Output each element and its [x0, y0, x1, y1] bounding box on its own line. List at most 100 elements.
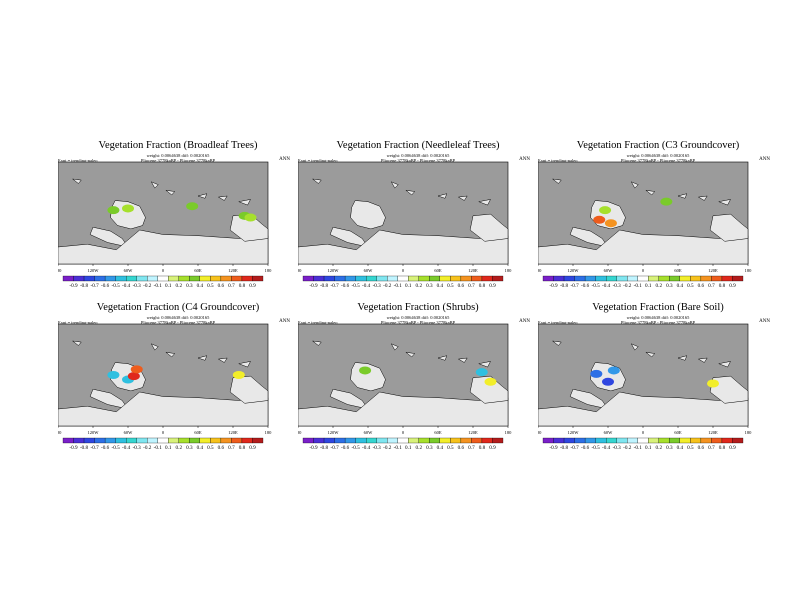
land-mass	[717, 361, 731, 368]
colorbar-swatch	[721, 437, 733, 444]
land-mass	[469, 213, 509, 242]
colorbar-swatch	[376, 437, 388, 444]
colorbar-swatch	[418, 275, 430, 282]
colorbar-swatch	[252, 275, 264, 282]
land-mass	[405, 351, 416, 358]
land-mass	[237, 199, 251, 206]
land-mass	[405, 189, 416, 196]
land-mass	[71, 340, 82, 346]
colorbar-label: 0.1	[405, 445, 412, 451]
colorbar-swatch	[397, 437, 409, 444]
colorbar-label: -0.7	[330, 283, 339, 289]
chart-subtitle: Pliocene 3778kaBP - Pliocene 3778kaBP	[140, 320, 216, 325]
colorbar-swatch	[679, 275, 691, 282]
colorbar-swatch	[658, 437, 670, 444]
colorbar-label: 0.1	[405, 283, 412, 289]
colorbar-label: 0.8	[479, 445, 486, 451]
colorbar-swatch	[344, 437, 356, 444]
map-plot: 180120W60W060E120E18080N40N040S80S-0.9-0…	[538, 161, 753, 289]
colorbar-label: -0.5	[592, 283, 601, 289]
colorbar-swatch	[429, 275, 440, 282]
colorbar-label: 0.7	[228, 283, 235, 289]
colorbar-label: 0.3	[666, 445, 673, 451]
colorbar-label: 0.5	[207, 445, 214, 451]
land-mass	[237, 361, 251, 368]
land-mass	[229, 375, 269, 404]
x-tick-label: 180	[745, 268, 753, 273]
colorbar-swatch	[252, 437, 264, 444]
colorbar-swatch	[563, 437, 575, 444]
colorbar-swatch	[429, 437, 440, 444]
land-mass	[477, 199, 491, 206]
colorbar-label: -0.8	[560, 445, 569, 451]
colorbar-swatch	[637, 275, 649, 282]
chart-panel: Vegetation Fraction (C3 Groundcover) weig…	[538, 140, 778, 310]
colorbar-swatch	[73, 275, 85, 282]
colorbar-swatch	[83, 275, 95, 282]
colorbar-swatch	[595, 437, 607, 444]
expt-text: Expt = trending-paleo	[58, 158, 98, 163]
colorbar-label: -0.7	[90, 445, 99, 451]
colorbar-swatch	[220, 437, 232, 444]
colorbar-label: -0.8	[560, 283, 569, 289]
colorbar-label: 0.4	[677, 445, 684, 451]
chart-panel: Vegetation Fraction (Shrubs) weight: 0.00…	[298, 302, 538, 472]
map-plot: 180120W60W060E120E18080N40N040S80S-0.9-0…	[58, 323, 272, 451]
colorbar-label: -0.6	[101, 283, 110, 289]
map-plot: 180120W60W060E120E18080N40N040S80S-0.9-0…	[58, 161, 272, 289]
colorbar-swatch	[147, 275, 158, 282]
colorbar-label: 0.9	[489, 445, 496, 451]
colorbar-swatch	[83, 437, 95, 444]
colorbar-swatch	[542, 275, 554, 282]
colorbar-swatch	[732, 275, 744, 282]
colorbar-label: -0.4	[602, 283, 611, 289]
colorbar-swatch	[439, 437, 451, 444]
land-mass	[150, 181, 159, 189]
data-region	[359, 366, 372, 375]
land-mass	[697, 195, 708, 201]
x-tick-label: 120E	[708, 268, 718, 273]
x-tick-label: 60W	[604, 430, 614, 435]
x-tick-label: 120W	[328, 268, 340, 273]
land-mass	[551, 340, 562, 346]
colorbar-swatch	[648, 275, 659, 282]
colorbar-label: -0.7	[570, 283, 579, 289]
colorbar-swatch	[220, 275, 232, 282]
colorbar-label: -0.9	[549, 283, 558, 289]
colorbar-label: 0.4	[677, 283, 684, 289]
colorbar-label: -0.1	[394, 283, 403, 289]
colorbar-swatch	[94, 275, 106, 282]
x-tick-label: 0	[402, 268, 405, 273]
colorbar-label: 0.6	[698, 445, 705, 451]
colorbar-label: -0.6	[581, 445, 590, 451]
weight-text: weight: 0.0064638 diff: 0.0020165	[386, 315, 450, 320]
colorbar-label: 0.8	[239, 283, 246, 289]
land-mass	[477, 361, 491, 368]
colorbar-label: 0.1	[165, 445, 172, 451]
colorbar-label: -0.9	[69, 283, 78, 289]
colorbar-swatch	[334, 437, 346, 444]
land-mass	[709, 375, 749, 404]
colorbar-label: -0.2	[383, 445, 392, 451]
weight-text: weight: 0.0064638 diff: 0.0020165	[386, 153, 450, 158]
land-mass	[350, 200, 386, 230]
land-mass	[390, 343, 399, 351]
colorbar-label: -0.2	[143, 283, 152, 289]
x-tick-label: 120W	[88, 268, 100, 273]
chart-panel: Vegetation Fraction (C4 Groundcover) weig…	[58, 302, 298, 472]
colorbar-swatch	[62, 437, 74, 444]
x-tick-label: 0	[162, 268, 165, 273]
colorbar-swatch	[450, 437, 462, 444]
colorbar-swatch	[711, 275, 723, 282]
x-tick-label: 60E	[194, 430, 202, 435]
x-tick-label: 0	[162, 430, 165, 435]
colorbar-label: -0.9	[549, 445, 558, 451]
colorbar-swatch	[231, 275, 243, 282]
colorbar-swatch	[241, 275, 253, 282]
colorbar-swatch	[189, 275, 200, 282]
data-region	[107, 206, 120, 215]
colorbar-swatch	[334, 275, 346, 282]
map-plot: 180120W60W060E120E18080N40N040S80S-0.9-0…	[298, 161, 512, 289]
data-region	[484, 377, 497, 386]
